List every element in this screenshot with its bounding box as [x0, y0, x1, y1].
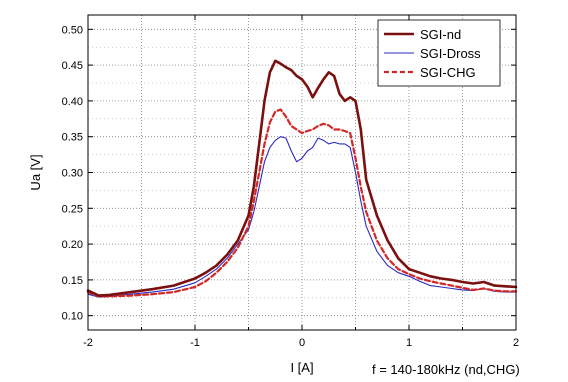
y-tick-label: 0.40 [62, 96, 83, 108]
x-tick-label: 1 [406, 337, 412, 349]
legend-label: SGI-nd [420, 27, 461, 42]
y-tick-label: 0.15 [62, 275, 83, 287]
series-group [86, 59, 518, 298]
legend-label: SGI-CHG [420, 65, 476, 80]
x-tick-label: 2 [513, 337, 519, 349]
x-tick-label: -1 [190, 337, 200, 349]
y-tick-label: 0.20 [62, 239, 83, 251]
y-tick-label: 0.45 [62, 60, 83, 72]
x-axis-title: I [A] [290, 360, 313, 375]
y-tick-label: 0.30 [62, 168, 83, 180]
legend: SGI-nd SGI-Dross SGI-CHG [377, 19, 501, 87]
x-tick-label: 0 [299, 337, 305, 349]
series-line-sgi-dross [87, 136, 517, 298]
y-tick-label: 0.10 [62, 311, 83, 323]
axis-ticks: -2 -1 0 1 2 0.10 0.15 0.20 0.25 0.30 0.35 0.40 0.45 0… [62, 15, 519, 349]
y-axis-title: Ua [V] [28, 154, 43, 190]
frequency-annotation: f = 140-180kHz (nd,CHG) [372, 362, 520, 377]
x-tick-label: -2 [83, 337, 93, 349]
y-tick-label: 0.50 [62, 24, 83, 36]
series-line-sgi-nd [86, 59, 518, 297]
series-line-sgi-chg [86, 108, 518, 298]
y-tick-label: 0.25 [62, 203, 83, 215]
y-tick-label: 0.35 [62, 132, 83, 144]
legend-label: SGI-Dross [420, 46, 481, 61]
